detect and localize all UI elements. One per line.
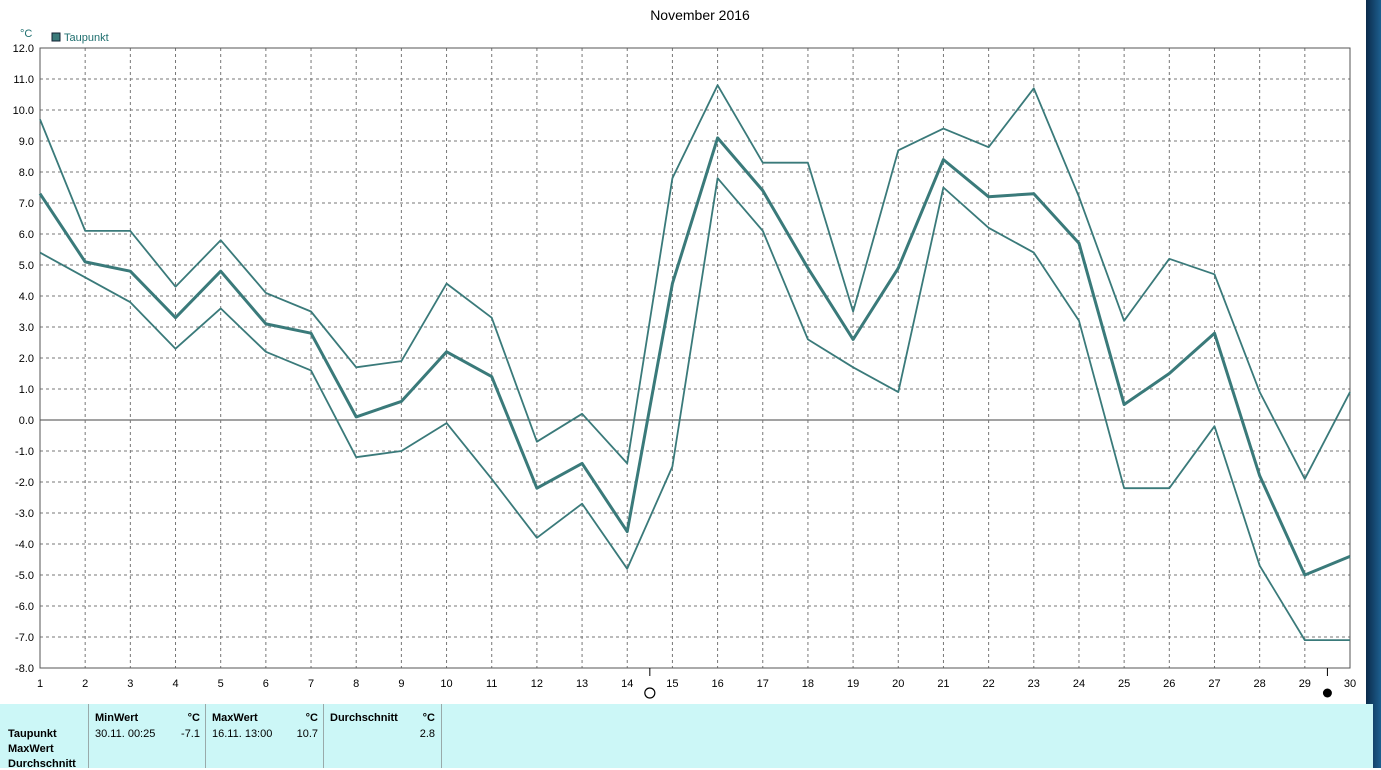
- y-tick-label: -5.0: [15, 570, 34, 582]
- y-tick-label: 5.0: [19, 260, 34, 272]
- avg-column: Durchschnitt °C 2.8: [323, 704, 442, 768]
- y-tick-label: -1.0: [15, 446, 34, 458]
- chart-title: November 2016: [650, 7, 750, 23]
- window-edge: [1366, 0, 1381, 768]
- x-tick-label: 21: [937, 678, 949, 690]
- y-tick-label: 6.0: [19, 229, 34, 241]
- series-line-max: [39, 84, 1351, 480]
- x-tick-label: 26: [1163, 678, 1175, 690]
- y-tick-label: 0.0: [19, 415, 34, 427]
- x-tick-label: 8: [353, 678, 359, 690]
- y-tick-label: -4.0: [15, 539, 34, 551]
- stats-panel: Taupunkt MaxWert Durchschnitt MinWert °C…: [0, 704, 1373, 770]
- min-column: MinWert °C 30.11. 00:25 -7.1: [88, 704, 206, 768]
- x-tick-label: 30: [1344, 678, 1356, 690]
- y-tick-label: -8.0: [15, 663, 34, 675]
- legend-swatch: [51, 32, 61, 42]
- x-tick-label: 6: [263, 678, 269, 690]
- y-tick-label: 1.0: [19, 384, 34, 396]
- y-tick-label: 10.0: [13, 105, 34, 117]
- row-label-maxwert: MaxWert: [8, 743, 54, 755]
- y-tick-label: 12.0: [13, 43, 34, 55]
- full-moon-icon: [644, 687, 656, 699]
- x-tick-label: 12: [531, 678, 543, 690]
- y-tick-label: 9.0: [19, 136, 34, 148]
- min-date: 30.11. 00:25: [95, 728, 156, 740]
- x-tick-label: 29: [1299, 678, 1311, 690]
- x-tick-label: 14: [621, 678, 633, 690]
- y-tick-label: 11.0: [13, 74, 34, 86]
- y-tick-label: 3.0: [19, 322, 34, 334]
- x-tick-label: 4: [172, 678, 178, 690]
- x-tick-label: 3: [127, 678, 133, 690]
- x-tick-label: 25: [1118, 678, 1130, 690]
- x-tick-label: 13: [576, 678, 588, 690]
- row-label-taupunkt: Taupunkt: [8, 728, 57, 740]
- y-tick-label: -6.0: [15, 601, 34, 613]
- plot-frame: [39, 47, 1351, 669]
- y-axis-unit: °C: [20, 28, 32, 40]
- avg-unit: °C: [422, 712, 435, 724]
- y-tick-label: -3.0: [15, 508, 34, 520]
- x-tick-label: 24: [1073, 678, 1085, 690]
- x-tick-label: 18: [802, 678, 814, 690]
- x-tick-label: 23: [1028, 678, 1040, 690]
- legend-label: Taupunkt: [64, 32, 109, 44]
- max-header: MaxWert: [212, 712, 258, 724]
- y-tick-label: -7.0: [15, 632, 34, 644]
- avg-header: Durchschnitt: [330, 712, 398, 724]
- y-tick-label: 7.0: [19, 198, 34, 210]
- x-tick-label: 20: [892, 678, 904, 690]
- x-tick-label: 15: [666, 678, 678, 690]
- x-tick-label: 1: [37, 678, 43, 690]
- x-tick-label: 9: [398, 678, 404, 690]
- x-tick-label: 27: [1208, 678, 1220, 690]
- new-moon-icon: [1322, 688, 1332, 698]
- x-tick-label: 19: [847, 678, 859, 690]
- max-value: 10.7: [296, 728, 318, 740]
- x-tick-label: 28: [1254, 678, 1266, 690]
- y-tick-label: -2.0: [15, 477, 34, 489]
- x-tick-label: 16: [711, 678, 723, 690]
- series-line-min: [39, 177, 1350, 641]
- avg-value: 2.8: [419, 728, 435, 740]
- min-unit: °C: [187, 712, 200, 724]
- row-label-durchschnitt: Durchschnitt: [8, 758, 76, 770]
- series-line-avg: [38, 136, 1351, 577]
- max-date: 16.11. 13:00: [212, 728, 273, 740]
- x-tick-label: 17: [757, 678, 769, 690]
- x-tick-label: 22: [982, 678, 994, 690]
- dewpoint-chart: November 2016°C Taupunkt12.011.010.09.08.…: [13, 7, 1356, 699]
- x-tick-label: 11: [486, 678, 497, 690]
- y-tick-label: 8.0: [19, 167, 34, 179]
- y-tick-label: 2.0: [19, 353, 34, 365]
- min-header: MinWert: [95, 712, 139, 724]
- x-tick-label: 5: [218, 678, 224, 690]
- min-value: -7.1: [181, 728, 200, 740]
- y-tick-label: 4.0: [19, 291, 34, 303]
- x-tick-label: 7: [308, 678, 314, 690]
- x-tick-label: 10: [440, 678, 452, 690]
- x-tick-label: 2: [82, 678, 88, 690]
- max-unit: °C: [305, 712, 318, 724]
- max-column: MaxWert °C 16.11. 13:00 10.7: [205, 704, 324, 768]
